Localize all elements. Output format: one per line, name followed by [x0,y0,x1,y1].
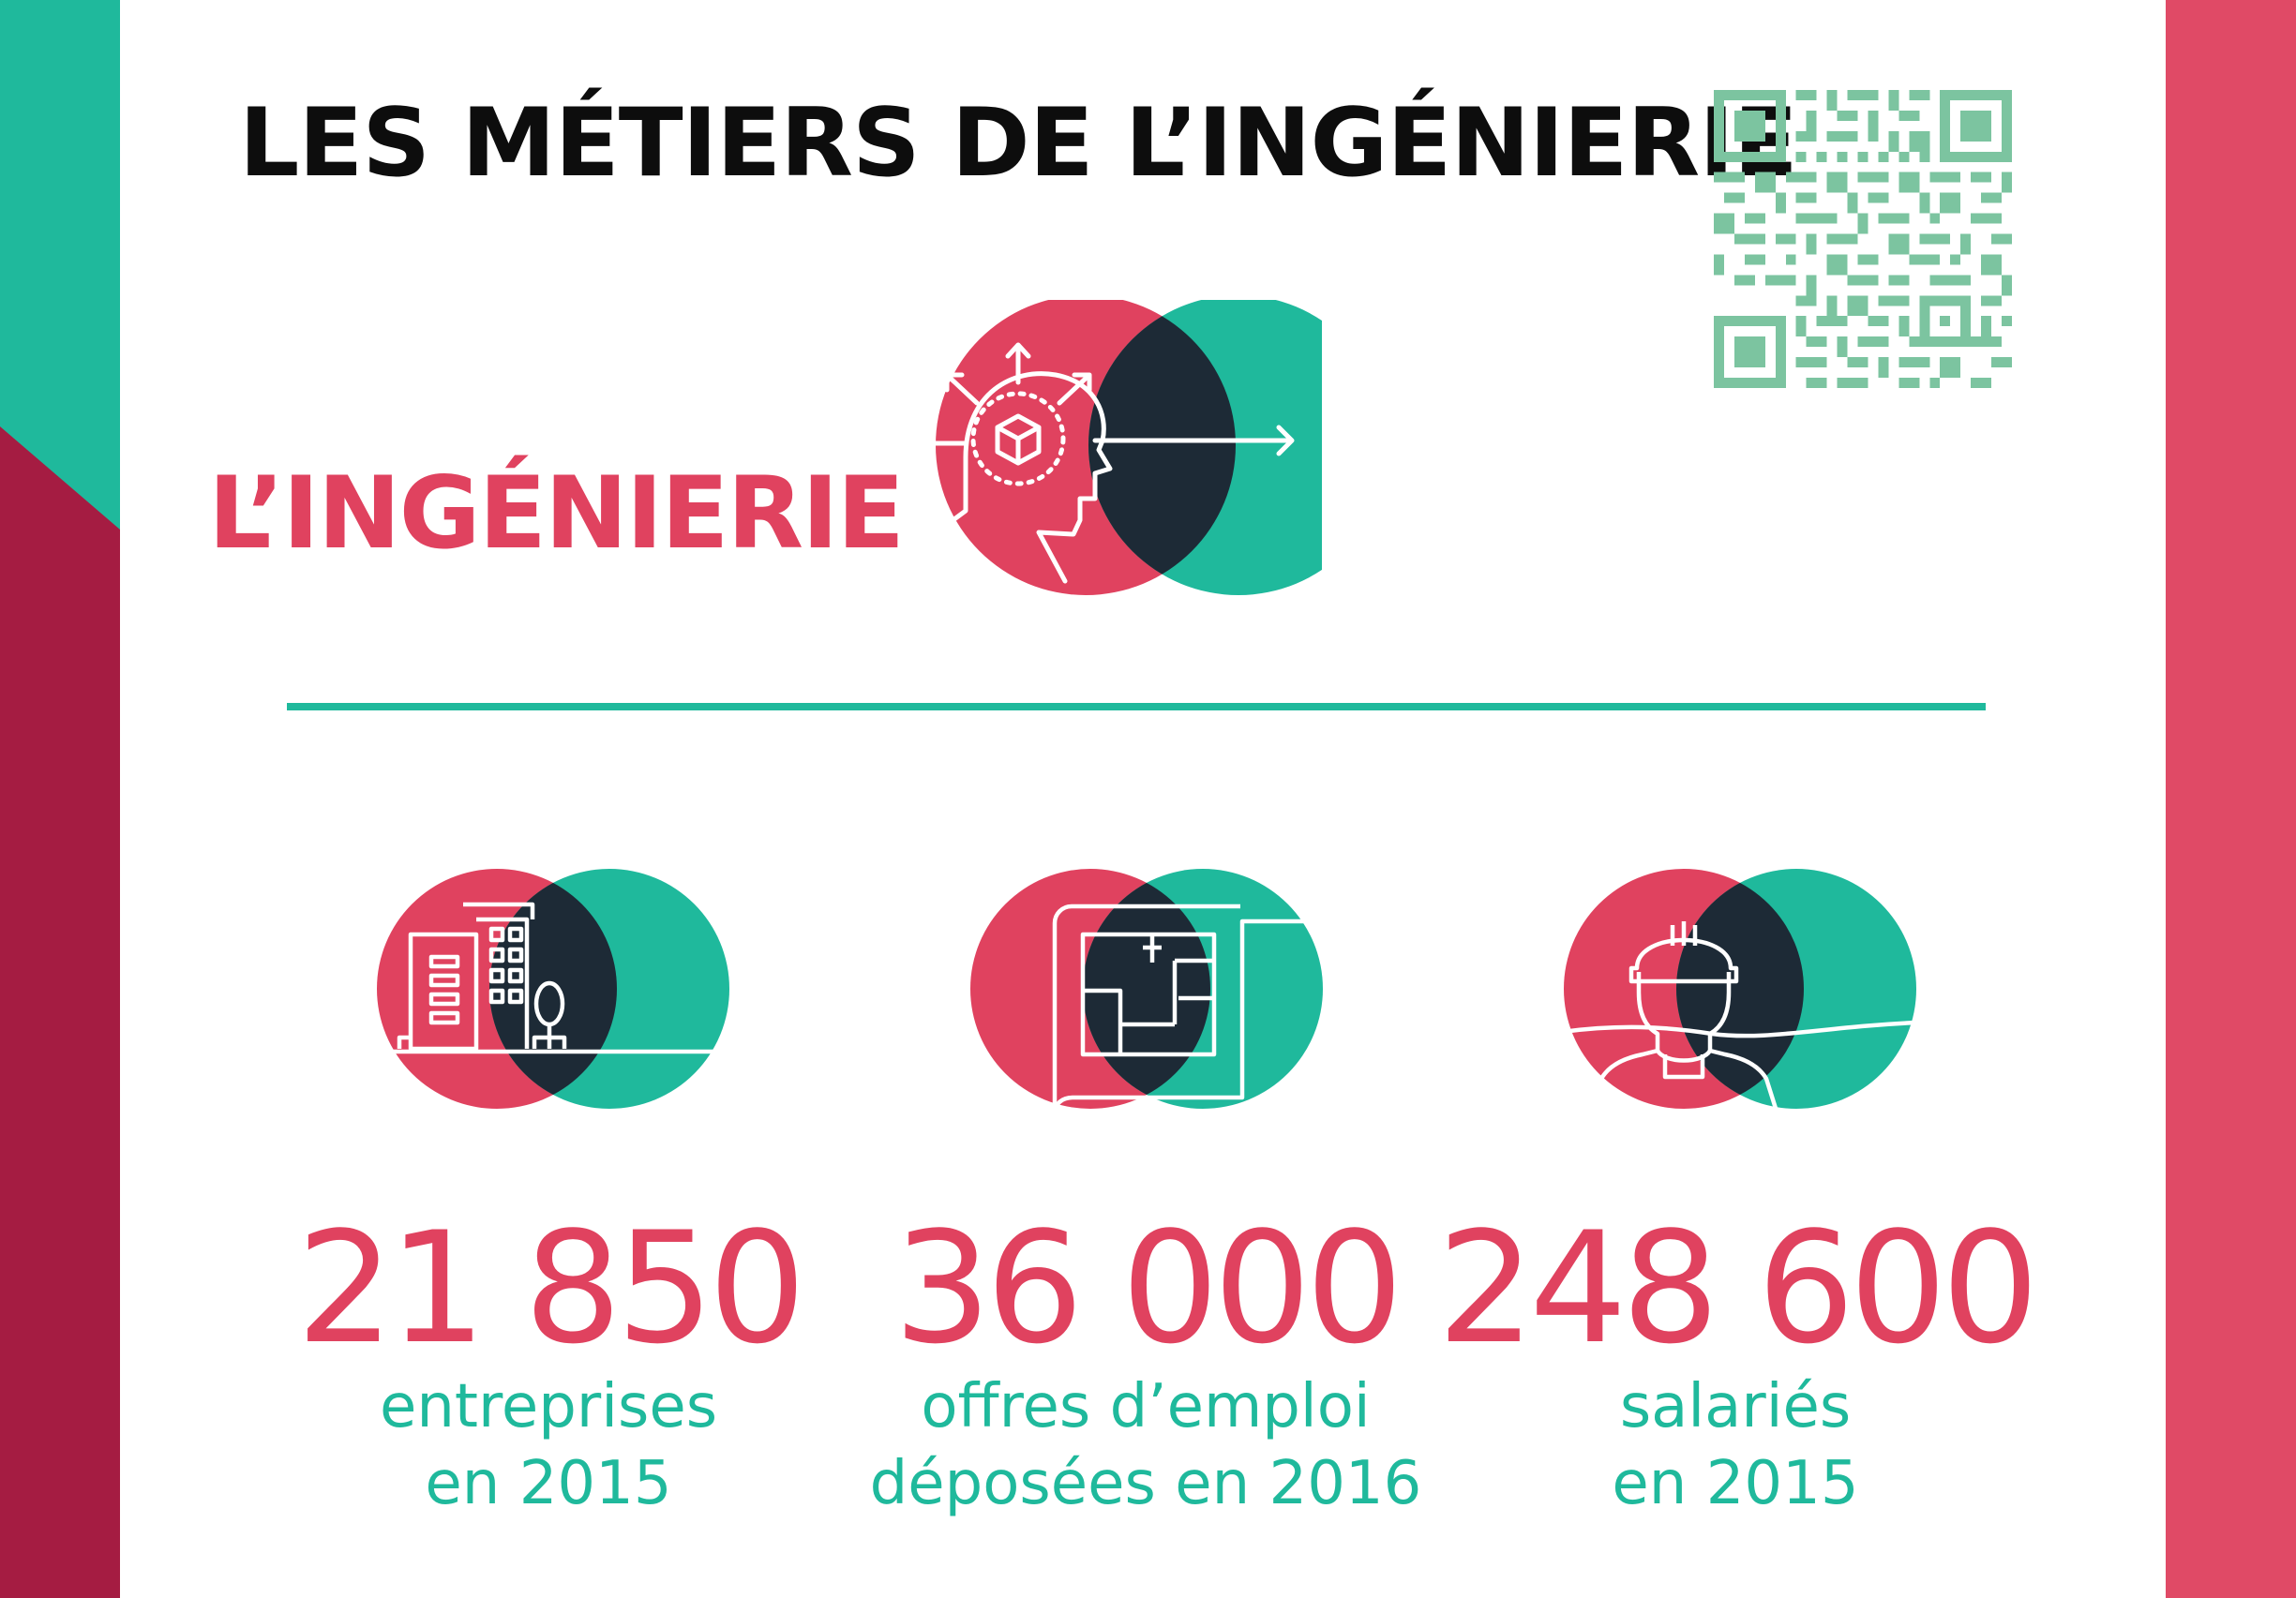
qr-code[interactable] [1714,90,2012,388]
stat-label-line2: déposées en 2016 [869,1449,1422,1518]
section-divider [287,703,1986,710]
stat-entreprises: 21 850 entreprises en 2015 [239,1209,858,1522]
stat-label-line1: salariés [1619,1372,1852,1441]
left-decorative-band [0,0,120,1598]
stat-salaries: 248 600 salariés en 2015 [1426,1209,2045,1522]
stat-value: 248 600 [1436,1199,2039,1378]
stat-offres-emploi: 36 000 offres d’emploi déposées en 2016 [836,1209,1455,1522]
stat-label-line2: en 2015 [1612,1449,1859,1518]
stat-value: 21 850 [296,1199,806,1378]
section-title: L’INGÉNIERIE [208,456,905,571]
stat-value: 36 000 [893,1199,1403,1378]
blueprint-icon [970,869,1323,1111]
worker-helmet-icon [1562,869,1918,1111]
right-decorative-band [2166,0,2296,1598]
page-title: LES MÉTIERS DE L’INGÉNIERIE [239,87,1798,198]
stat-label-line1: entreprises [379,1372,718,1441]
stat-label-line2: en 2015 [425,1449,672,1518]
head-with-cube-icon [916,300,1322,595]
buildings-icon [377,869,729,1109]
stat-label-line1: offres d’emploi [921,1372,1371,1441]
